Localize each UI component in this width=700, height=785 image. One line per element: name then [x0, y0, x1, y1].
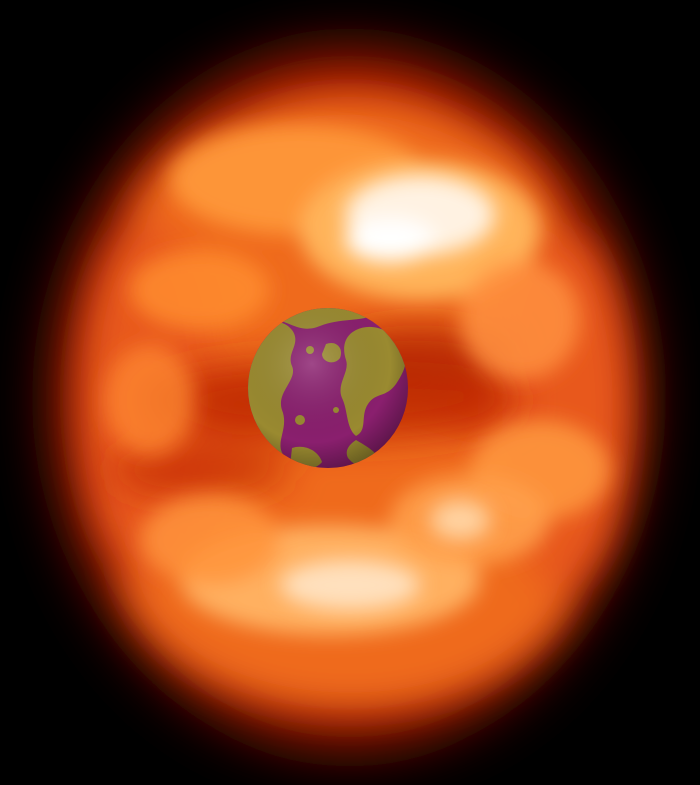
hot-cores: [280, 175, 495, 610]
